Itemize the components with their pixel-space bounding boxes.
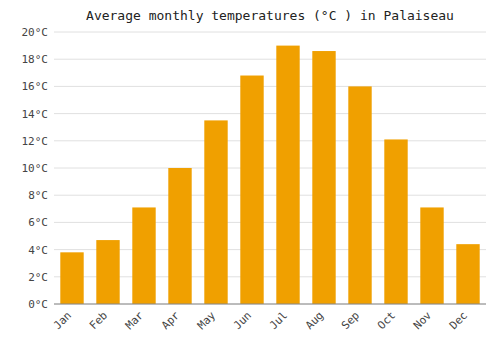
y-tick-label: 12°C [22, 135, 49, 148]
bar [204, 120, 227, 304]
chart-container: Average monthly temperatures (°C ) in Pa… [0, 0, 500, 350]
grid [54, 32, 486, 304]
y-tick-label: 4°C [28, 244, 48, 257]
bar [60, 252, 83, 304]
bar [276, 46, 299, 304]
y-tick-label: 0°C [28, 298, 48, 311]
bar [420, 207, 443, 304]
bars [60, 46, 479, 304]
y-tick-label: 6°C [28, 216, 48, 229]
bar [348, 86, 371, 304]
x-tick-label: Oct [375, 309, 398, 332]
grid-line [54, 168, 486, 169]
x-tick-label: Apr [159, 309, 183, 333]
bar [312, 51, 335, 304]
bar [168, 168, 191, 304]
grid-line [54, 140, 486, 141]
y-tick-label: 14°C [22, 108, 49, 121]
y-axis: 0°C 2°C 4°C 6°C 8°C 10°C 12°C 14°C 16°C 18°C 20°C [22, 26, 49, 311]
y-tick-label: 16°C [22, 80, 49, 93]
bar [96, 240, 119, 304]
x-tick-label: Dec [447, 309, 470, 332]
x-tick-label: Nov [411, 309, 435, 333]
chart: Average monthly temperatures (°C ) in Pa… [0, 0, 500, 350]
x-tick-label: Mar [123, 309, 147, 333]
x-tick-label: Jun [231, 309, 254, 332]
y-tick-label: 18°C [22, 53, 49, 66]
grid-line [54, 304, 486, 305]
x-tick-label: Jan [51, 309, 74, 332]
title: Average monthly temperatures (°C ) in Pa… [86, 8, 454, 23]
y-tick-label: 8°C [28, 189, 48, 202]
grid-line [54, 195, 486, 196]
x-tick-label: Aug [303, 309, 326, 332]
bar [132, 207, 155, 304]
x-axis: Jan Feb Mar Apr May Jun Jul Aug Sep Oct Nov Dec [51, 309, 470, 333]
grid-line [54, 59, 486, 60]
x-tick-label: Jul [267, 309, 290, 332]
bar [384, 139, 407, 304]
x-tick-label: Feb [87, 309, 110, 332]
bar [240, 76, 263, 304]
x-tick-label: Sep [339, 309, 362, 332]
x-axis-line [54, 304, 486, 305]
x-tick-label: May [195, 309, 219, 333]
grid-line [54, 113, 486, 114]
grid-line [54, 86, 486, 87]
y-tick-label: 10°C [22, 162, 49, 175]
bar [456, 244, 479, 304]
y-tick-label: 2°C [28, 271, 48, 284]
y-tick-label: 20°C [22, 26, 49, 39]
grid-line [54, 32, 486, 33]
